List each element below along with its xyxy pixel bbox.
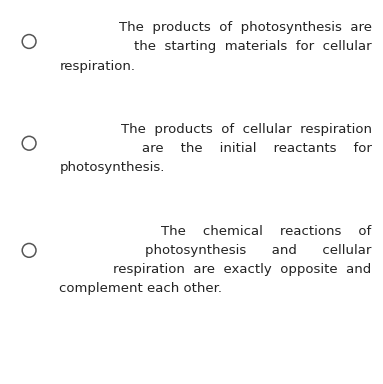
Text: the  starting  materials  for  cellular: the starting materials for cellular [134,40,372,53]
Text: The  products  of  cellular  respiration: The products of cellular respiration [121,123,372,136]
Text: photosynthesis      and      cellular: photosynthesis and cellular [145,244,372,257]
Text: respiration  are  exactly  opposite  and: respiration are exactly opposite and [113,263,372,276]
Text: The  products  of  photosynthesis  are: The products of photosynthesis are [118,21,372,34]
Text: are    the    initial    reactants    for: are the initial reactants for [142,142,372,155]
Text: The    chemical    reactions    of: The chemical reactions of [161,225,372,238]
Text: photosynthesis.: photosynthesis. [59,161,165,174]
Text: complement each other.: complement each other. [59,282,223,295]
Text: respiration.: respiration. [59,60,135,73]
